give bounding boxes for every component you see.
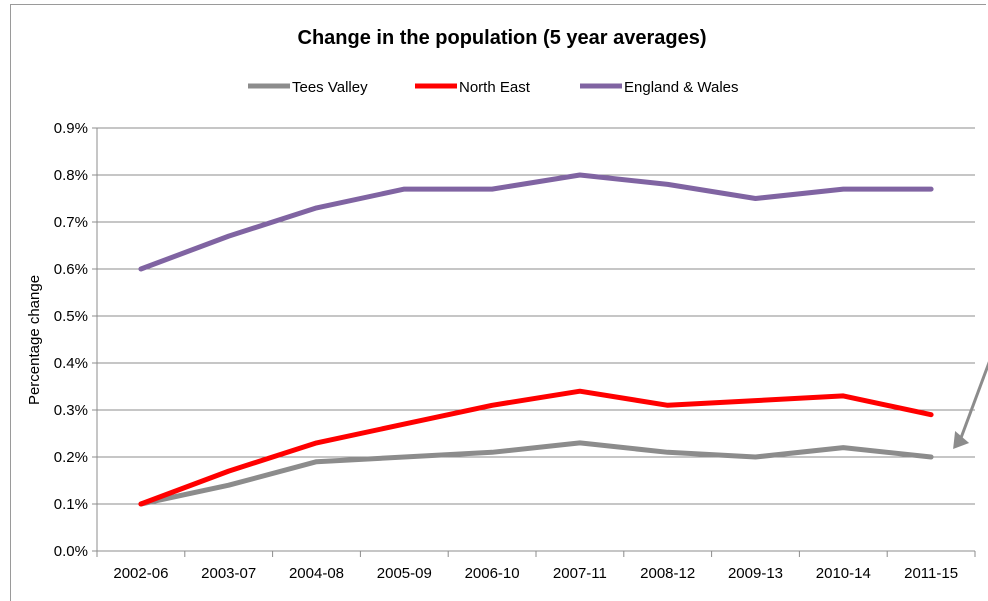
gridlines [96,127,975,551]
y-tick-label: 0.7% [54,214,88,231]
x-tick-label: 2010-14 [816,565,871,582]
x-tick-label: 2011-15 [904,565,958,582]
x-tick-label: 2009-13 [728,565,783,582]
x-tick-label: 2006-10 [465,565,520,582]
x-tick-label: 2002-06 [113,565,168,582]
annotation-arrow [953,361,988,449]
y-tick-label: 0.8% [54,167,88,184]
legend-label: Tees Valley [292,79,368,96]
y-tick-label: 0.1% [54,496,88,513]
x-tick-label: 2003-07 [201,565,256,582]
annotation-arrow-head [953,431,970,449]
legend: Tees Valley North East England & Wales [248,79,739,96]
y-tick-label: 0.4% [54,355,88,372]
series-line-1 [138,388,934,507]
y-tick-label: 0.0% [54,543,88,560]
chart-title: Change in the population (5 year average… [298,27,707,49]
y-tick-label: 0.6% [54,261,88,278]
y-tick-label: 0.2% [54,449,88,466]
series-line-0 [138,440,934,507]
x-tick-label: 2005-09 [377,565,432,582]
x-tick-label: 2008-12 [640,565,695,582]
y-axis-label: Percentage change [26,275,43,405]
y-tick-label: 0.3% [54,402,88,419]
annotation-arrow-shaft [957,361,988,444]
legend-label: England & Wales [624,79,739,96]
y-tick-label: 0.9% [54,120,88,137]
y-axis-ticks: 0.0% 0.1% 0.2% 0.3% 0.4% 0.5% 0.6% 0.7% 0.8% 0.9% [54,120,97,560]
x-tick-label: 2007-11 [553,565,607,582]
chart-frame [10,4,986,601]
x-axis-ticks: 2002-06 2003-07 2004-08 2005-09 2006-10 2007-… [96,551,976,582]
legend-label: North East [459,79,531,96]
series-lines [138,172,934,507]
series-line-2 [138,172,934,272]
x-tick-label: 2004-08 [289,565,344,582]
y-tick-label: 0.5% [54,308,88,325]
